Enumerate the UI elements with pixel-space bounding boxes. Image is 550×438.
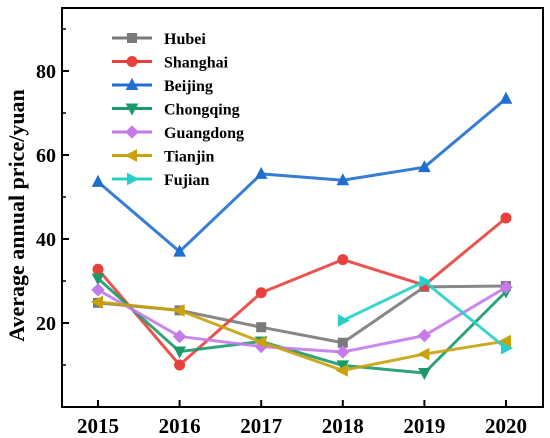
data-point: [501, 341, 514, 355]
data-point: [498, 334, 511, 348]
series-beijing: [91, 91, 513, 257]
legend: Hubei Shanghai Beijing Chongqing Guangdong Ti…: [112, 31, 244, 189]
legend-entry: Fujian: [112, 172, 209, 189]
plot-frame: [61, 7, 544, 408]
series-line: [97, 286, 507, 354]
data-point: [255, 287, 267, 299]
y-tick-label: 60: [36, 145, 56, 167]
data-point: [172, 329, 187, 344]
legend-label: Shanghai: [164, 55, 229, 72]
data-point: [91, 174, 105, 187]
data-point: [254, 166, 268, 179]
data-point: [336, 173, 350, 186]
data-point: [418, 160, 431, 173]
legend-label: Hubei: [164, 31, 206, 48]
legend-entry: Beijing: [112, 77, 213, 95]
data-point: [499, 280, 513, 295]
y-tick-label: 40: [36, 229, 56, 251]
series-line: [96, 216, 507, 367]
data-point: [172, 304, 185, 317]
legend-marker: [127, 33, 137, 43]
x-tick-label: 2017: [240, 414, 282, 438]
data-point: [91, 283, 105, 297]
data-point: [417, 328, 432, 343]
data-point: [254, 335, 267, 349]
legend-entry: Shanghai: [112, 55, 229, 72]
series-line: [97, 97, 507, 254]
series-shanghai: [92, 212, 512, 371]
legend-marker: [125, 103, 139, 116]
data-point: [173, 346, 186, 359]
series-tianjin: [90, 295, 511, 377]
legend-entry: Chongqing: [112, 102, 240, 119]
data-point: [499, 91, 513, 104]
x-tick-label: 2020: [485, 414, 527, 438]
y-axis-title: Average annual price/yuan: [4, 89, 29, 342]
legend-marker: [125, 125, 139, 139]
legend-entry: Guangdong: [112, 125, 244, 142]
data-point: [417, 347, 430, 361]
data-point: [418, 367, 431, 381]
legend-label: Guangdong: [164, 125, 244, 142]
x-tick-label: 2016: [159, 414, 201, 438]
x-tick-label: 2018: [322, 414, 364, 438]
legend-label: Tianjin: [164, 149, 215, 166]
legend-entry: Tianjin: [112, 149, 215, 166]
series-guangdong: [91, 280, 513, 359]
data-point: [337, 314, 350, 327]
x-tick-label: 2019: [403, 414, 445, 438]
legend-entry: Hubei: [112, 31, 206, 48]
data-point: [500, 212, 512, 224]
data-point: [337, 254, 349, 266]
data-point: [256, 322, 267, 333]
series-line: [96, 277, 508, 375]
x-tick-label: 2015: [77, 414, 119, 438]
legend-label: Fujian: [164, 172, 209, 189]
data-point: [92, 263, 104, 275]
y-tick-label: 80: [36, 61, 56, 83]
legend-label: Beijing: [164, 78, 213, 95]
data-point: [90, 295, 103, 309]
data-point: [419, 275, 432, 288]
data-point: [91, 273, 105, 286]
y-tick-label: 20: [36, 313, 56, 335]
legend-marker: [126, 56, 138, 67]
data-point: [336, 345, 350, 359]
series-layer: [90, 91, 514, 381]
data-point: [173, 244, 186, 257]
legend-marker: [127, 172, 140, 186]
data-point: [174, 359, 186, 371]
series-line: [97, 300, 507, 372]
legend-marker: [124, 149, 137, 162]
series-chongqing: [91, 273, 513, 381]
legend-marker: [125, 77, 139, 90]
data-point: [335, 364, 348, 377]
series-fujian: [337, 275, 514, 355]
legend-label: Chongqing: [164, 102, 240, 119]
